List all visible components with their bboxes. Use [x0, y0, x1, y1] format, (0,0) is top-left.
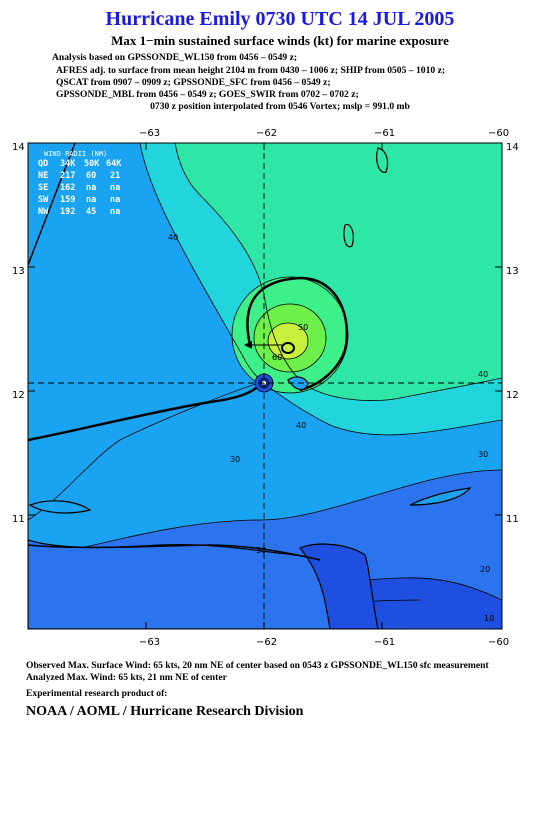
map-subtitle: Max 1−min sustained surface winds (kt) f… — [111, 33, 449, 48]
wind-radii-row-nw-50: 45 — [86, 207, 96, 217]
lon-tick-bottom-3: −61 — [374, 637, 395, 648]
wind-radii-row-ne-50: 60 — [86, 171, 96, 181]
organization-name: NOAA / AOML / Hurricane Research Divisio… — [26, 704, 304, 719]
lon-tick-top-2: −62 — [256, 128, 277, 139]
st-vincent-island — [343, 223, 354, 248]
lat-tick-left-2: 13 — [12, 266, 25, 277]
lon-tick-bottom-4: −60 — [488, 637, 509, 648]
lat-tick-right-3: 12 — [506, 390, 519, 401]
lat-tick-left-1: 14 — [12, 142, 25, 153]
contour-label-8: 30 — [256, 546, 266, 555]
wind-radii-row-nw-34: 192 — [60, 207, 75, 217]
wind-field-shading: 40 30 50 60 40 40 30 30 20 10 WIND RADII… — [28, 143, 502, 629]
contour-label-7: 30 — [478, 450, 488, 459]
wind-radii-row-sw-34: 159 — [60, 195, 75, 205]
tobago-island — [409, 487, 472, 506]
wind-radii-row-se-q: SE — [38, 183, 48, 193]
map-title: Hurricane Emily 0730 UTC 14 JUL 2005 — [105, 8, 455, 30]
wind-radii-table: WIND RADII (NM) QD 34K 50K 64K NE 217 60… — [38, 150, 122, 217]
contour-label-4: 60 — [272, 353, 282, 362]
wind-band-50 — [175, 143, 502, 401]
trinidad-island — [299, 543, 379, 629]
wind-field-map: 40 30 50 60 40 40 30 30 20 10 WIND RADII… — [12, 128, 519, 648]
contour-label-3: 50 — [298, 323, 308, 332]
wind-radii-header: WIND RADII (NM) — [44, 150, 107, 158]
st-lucia-island — [376, 147, 389, 173]
radius-34kt-line — [28, 381, 264, 442]
axis-ticks — [28, 143, 502, 629]
contour-label-1: 40 — [168, 233, 178, 242]
contour-label-2: 30 — [230, 455, 240, 464]
land-masses — [28, 147, 472, 629]
wind-radii-row-se-34: 162 — [60, 183, 75, 193]
lon-tick-bottom-1: −63 — [139, 637, 160, 648]
wind-radii-row-se-64: na — [110, 183, 120, 193]
observed-max-wind: Observed Max. Surface Wind: 65 kts, 20 n… — [26, 660, 489, 671]
wind-radii-row-nw-64: na — [110, 207, 120, 217]
wind-radii-col-64k: 64K — [106, 159, 122, 169]
contour-label-9: 20 — [480, 565, 490, 574]
radius-34kt-outline — [246, 276, 349, 392]
wind-radii-col-34k: 34K — [60, 159, 76, 169]
max-wind-arrowhead — [244, 341, 252, 349]
lon-tick-top-1: −63 — [139, 128, 160, 139]
contour-label-6: 40 — [478, 370, 488, 379]
lat-tick-right-4: 11 — [506, 514, 519, 525]
lon-tick-top-4: −60 — [488, 128, 509, 139]
analysis-line-1: Analysis based on GPSSONDE_WL150 from 04… — [52, 52, 298, 63]
margarita-island — [28, 500, 92, 514]
wind-radii-row-ne-q: NE — [38, 171, 48, 181]
wind-band-30 — [28, 143, 262, 520]
analysis-line-4: GPSSONDE_MBL from 0456 – 0549 z; GOES_SW… — [56, 89, 359, 100]
contour-label-10: 10 — [484, 614, 494, 623]
lon-tick-top-3: −61 — [374, 128, 395, 139]
wind-radii-row-sw-q: SW — [38, 195, 49, 205]
wind-radii-row-ne-64: 21 — [110, 171, 120, 181]
analysis-line-5: 0730 z position interpolated from 0546 V… — [150, 101, 410, 112]
coast-outline-south — [28, 544, 321, 561]
analysis-line-3: QSCAT from 0907 – 0909 z; GPSSONDE_SFC f… — [56, 77, 331, 88]
analyzed-max-wind: Analyzed Max. Wind: 65 kts, 21 nm NE of … — [26, 672, 227, 683]
lat-tick-right-2: 13 — [506, 266, 519, 277]
experimental-note: Experimental research product of: — [26, 688, 168, 699]
wind-radii-row-se-50: na — [86, 183, 96, 193]
lat-tick-right-1: 14 — [506, 142, 519, 153]
wind-radii-col-50k: 50K — [84, 159, 100, 169]
wind-core-65 — [268, 323, 308, 359]
wind-radii-row-ne-34: 217 — [60, 171, 75, 181]
wind-radii-row-sw-64: na — [110, 195, 120, 205]
wind-radii-col-qd: QD — [38, 159, 48, 169]
wind-radii-row-sw-50: na — [86, 195, 96, 205]
coast-outline-diag — [28, 143, 76, 266]
lon-tick-bottom-2: −62 — [256, 637, 277, 648]
analysis-line-2: AFRES adj. to surface from mean height 2… — [56, 65, 446, 76]
lat-tick-left-3: 12 — [12, 390, 25, 401]
contour-lines — [28, 143, 502, 629]
lat-tick-left-4: 11 — [12, 514, 25, 525]
contour-label-5: 40 — [296, 421, 306, 430]
map-frame — [27, 142, 503, 630]
wind-radii-row-nw-q: NW — [38, 207, 49, 217]
